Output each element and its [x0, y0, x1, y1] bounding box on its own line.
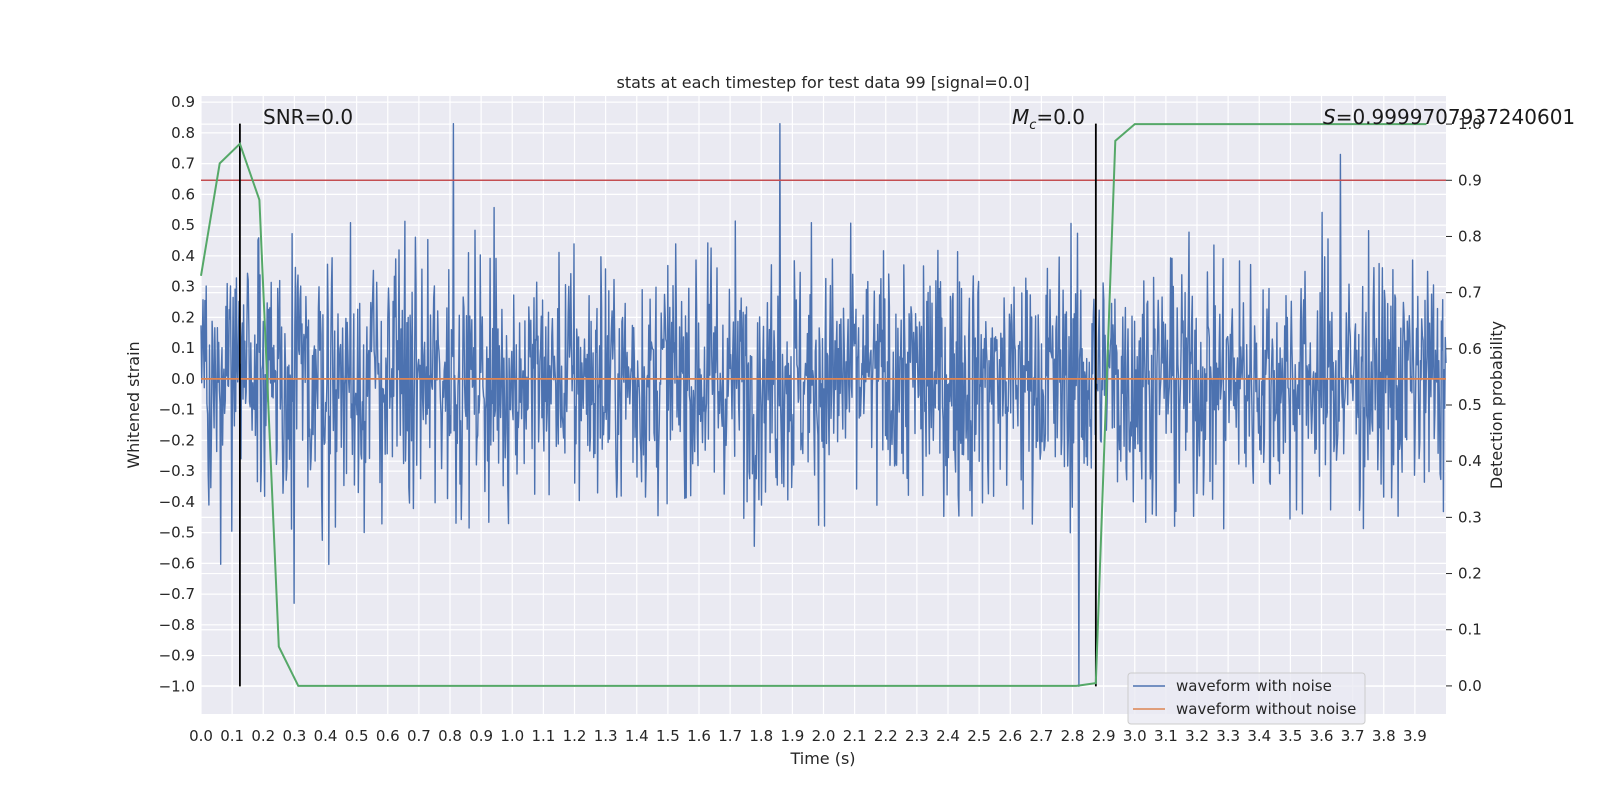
x-tick-label: 1.2	[563, 727, 587, 745]
chart-title: stats at each timestep for test data 99 …	[617, 73, 1030, 92]
x-tick-label: 0.2	[251, 727, 275, 745]
probability-line	[200, 123, 1427, 687]
x-tick-label: 1.8	[749, 727, 773, 745]
x-tick-label: 3.5	[1278, 727, 1302, 745]
x-tick-label: 2.0	[812, 727, 836, 745]
x-axis-label: Time (s)	[789, 749, 855, 768]
x-tick-label: 1.5	[656, 727, 680, 745]
snr-annotation: SNR=0.0	[263, 105, 353, 129]
y-tick-label: −0.9	[159, 647, 195, 665]
x-tick-label: 1.7	[718, 727, 742, 745]
y-tick-label: −0.7	[159, 585, 195, 603]
event-markers	[239, 123, 1097, 687]
grid	[200, 96, 1446, 714]
x-axis-ticks: 0.0 0.1 0.2 0.3 0.4 0.5 0.6 0.7 0.8 0.9 1.0 1.1 1.2 1…	[189, 727, 1427, 745]
y-tick-label: −0.4	[159, 493, 195, 511]
y-tick-label: 0.6	[171, 185, 195, 203]
y-tick-label: 0.0	[171, 370, 195, 388]
x-tick-label: 2.1	[843, 727, 867, 745]
y2-tick-label: 0.1	[1458, 621, 1482, 639]
legend-box	[1127, 672, 1366, 725]
y-tick-label: −0.6	[159, 554, 195, 572]
x-tick-label: 2.8	[1061, 727, 1085, 745]
x-tick-label: 3.3	[1216, 727, 1240, 745]
x-tick-label: 2.9	[1092, 727, 1116, 745]
x-tick-label: 0.4	[314, 727, 338, 745]
y-axis-ticks: 0.9 0.8 0.7 0.6 0.5 0.4 0.3 0.2 0.1 0.0 −0.1 −0.2 −0…	[159, 93, 195, 695]
x-tick-label: 2.4	[936, 727, 960, 745]
x-tick-label: 1.9	[780, 727, 804, 745]
legend-label-noise: waveform with noise	[1176, 677, 1332, 695]
x-tick-label: 0.5	[345, 727, 369, 745]
y-tick-label: −0.3	[159, 462, 195, 480]
x-tick-label: 3.7	[1341, 727, 1365, 745]
x-tick-label: 1.0	[500, 727, 524, 745]
x-tick-label: 2.5	[967, 727, 991, 745]
mc-subscript: c	[1029, 118, 1036, 133]
mc-symbol: M	[1012, 105, 1029, 129]
y-tick-label: 0.9	[171, 93, 195, 111]
x-tick-label: 0.7	[407, 727, 431, 745]
y2-tick-label: 0.4	[1458, 452, 1482, 470]
x-tick-label: 0.3	[282, 727, 306, 745]
y2-tick-label: 0.7	[1458, 284, 1482, 302]
mc-value: =0.0	[1036, 105, 1085, 129]
y-axis-label: Whitened strain	[124, 341, 143, 468]
x-tick-label: 3.9	[1403, 727, 1427, 745]
x-tick-label: 0.6	[376, 727, 400, 745]
legend-label-clean: waveform without noise	[1176, 700, 1356, 718]
x-tick-label: 1.1	[531, 727, 555, 745]
series-detection-probability	[200, 123, 1427, 687]
y-tick-label: −0.1	[159, 401, 195, 419]
x-tick-label: 1.4	[625, 727, 649, 745]
s-annotation: S=0.9999707937240601	[1323, 105, 1575, 129]
y2-tick-label: 0.8	[1458, 227, 1482, 245]
y2-tick-label: 0.3	[1458, 508, 1482, 526]
x-tick-label: 3.1	[1154, 727, 1178, 745]
s-symbol: S	[1323, 105, 1336, 129]
x-tick-label: 0.0	[189, 727, 213, 745]
x-tick-label: 3.8	[1372, 727, 1396, 745]
x-tick-label: 1.6	[687, 727, 711, 745]
y-tick-label: 0.8	[171, 124, 195, 142]
y-tick-label: 0.7	[171, 155, 195, 173]
y-tick-label: 0.2	[171, 308, 195, 326]
y-tick-label: −1.0	[159, 677, 195, 695]
legend: waveform with noise waveform without noi…	[1127, 672, 1366, 725]
y2-tick-label: 0.5	[1458, 396, 1482, 414]
x-tick-label: 0.8	[438, 727, 462, 745]
x-tick-label: 1.3	[594, 727, 618, 745]
mc-annotation: Mc=0.0	[1012, 105, 1085, 133]
x-tick-label: 3.6	[1310, 727, 1334, 745]
y-tick-label: 0.3	[171, 278, 195, 296]
x-tick-label: 2.7	[1029, 727, 1053, 745]
y2-axis-label: Detection probability	[1487, 321, 1506, 489]
y2-tick-label: 0.2	[1458, 565, 1482, 583]
y2-tick-label: 0.0	[1458, 677, 1482, 695]
x-tick-label: 3.2	[1185, 727, 1209, 745]
x-tick-label: 2.6	[998, 727, 1022, 745]
x-tick-label: 2.2	[874, 727, 898, 745]
x-tick-label: 2.3	[905, 727, 929, 745]
x-tick-label: 3.4	[1247, 727, 1271, 745]
y-tick-label: −0.8	[159, 616, 195, 634]
y-tick-label: 0.4	[171, 247, 195, 265]
y2-axis-ticks: 1.0 0.9 0.8 0.7 0.6 0.5 0.4 0.3 0.2 0.1 0.0	[1446, 115, 1482, 695]
y2-tick-label: 0.9	[1458, 171, 1482, 189]
y2-tick-label: 1.0	[1458, 115, 1482, 133]
y-tick-label: 0.1	[171, 339, 195, 357]
s-value: =0.9999707937240601	[1336, 105, 1575, 129]
y-tick-label: −0.2	[159, 431, 195, 449]
x-tick-label: 0.1	[220, 727, 244, 745]
y2-tick-label: 0.6	[1458, 340, 1482, 358]
series-waveform-with-noise	[200, 122, 1447, 687]
y-tick-label: 0.5	[171, 216, 195, 234]
x-tick-label: 0.9	[469, 727, 493, 745]
noise-line	[200, 122, 1447, 687]
x-tick-label: 3.0	[1123, 727, 1147, 745]
y-tick-label: −0.5	[159, 524, 195, 542]
